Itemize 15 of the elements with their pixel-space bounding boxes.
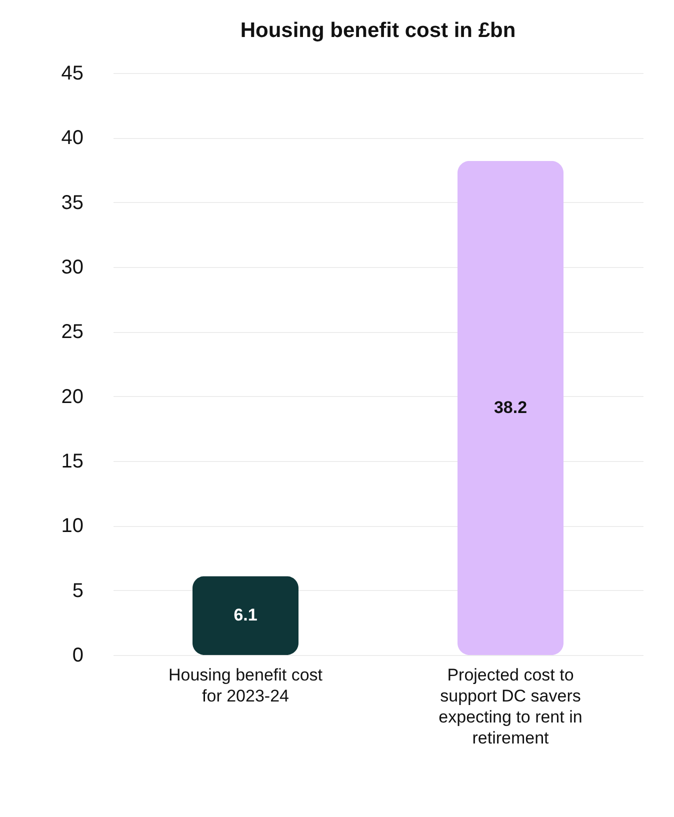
y-tick-label: 25: [61, 321, 84, 344]
y-tick-label: 30: [61, 256, 84, 278]
data-label: 6.1: [234, 606, 258, 625]
data-label: 38.2: [494, 398, 528, 417]
y-tick-label: 15: [61, 450, 84, 472]
y-tick-label: 45: [61, 62, 84, 84]
chart-title: Housing benefit cost in £bn: [240, 19, 516, 42]
y-tick-label: 10: [61, 515, 84, 538]
x-tick-label: Housing benefit cost for 2023-24: [168, 666, 323, 706]
x-tick-label: Projected cost to support DC savers expecting to rent in retirement: [438, 666, 582, 748]
y-tick-label: 35: [61, 192, 84, 214]
y-tick-label: 20: [61, 386, 84, 408]
y-tick-label: 40: [61, 127, 84, 150]
y-tick-label: 5: [72, 580, 84, 602]
y-tick-label: 0: [72, 644, 84, 666]
